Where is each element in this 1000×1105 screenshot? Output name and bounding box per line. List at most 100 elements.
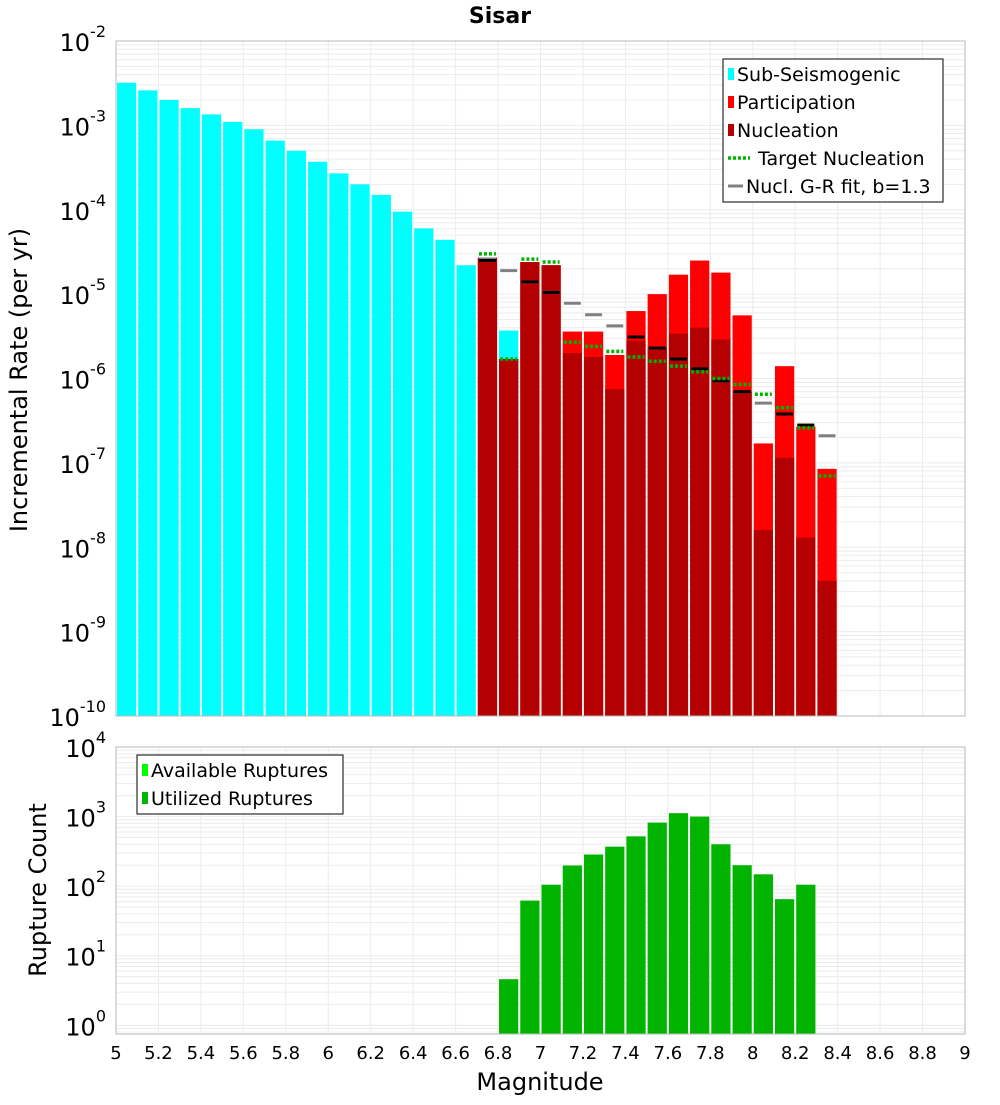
x-tick-label: 6.4 — [399, 1043, 428, 1064]
sub-seismogenic-bar — [159, 99, 179, 717]
top-legend-label: Nucl. G-R fit, b=1.3 — [746, 176, 931, 198]
sub-seismogenic-bar — [350, 184, 370, 717]
top-y-tick-labels: 10-10 10-9 10-8 10-7 10-6 10-5 10-4 10-3 10-2 — [49, 22, 106, 732]
bottom-legend-swatch — [142, 792, 148, 804]
x-tick-label: 5.6 — [229, 1043, 258, 1064]
utilized-ruptures-bar — [668, 813, 689, 1034]
top-legend-label: Sub-Seismogenic — [737, 64, 901, 86]
bottom-y-tick-label: 103 — [65, 798, 106, 833]
x-tick-label: 5.4 — [187, 1043, 216, 1064]
top-y-tick-label: 10-4 — [60, 191, 107, 226]
nucleation-bar — [647, 347, 667, 716]
top-legend-swatch — [728, 96, 734, 108]
x-tick-label: 7 — [535, 1043, 546, 1064]
utilized-ruptures-bar — [690, 816, 710, 1034]
x-tick-label: 9 — [959, 1043, 970, 1064]
nucleation-bar — [796, 537, 816, 716]
sub-seismogenic-bar — [308, 161, 328, 716]
x-tick-label: 8 — [747, 1043, 758, 1064]
top-y-tick-label: 10-9 — [60, 613, 107, 648]
utilized-ruptures-bar — [499, 979, 519, 1034]
chart-title: Sisar — [469, 4, 531, 29]
utilized-ruptures-bar — [541, 884, 561, 1034]
bottom-legend-label: Available Ruptures — [151, 760, 328, 782]
x-tick-label: 7.2 — [569, 1043, 598, 1064]
utilized-ruptures-bar — [605, 846, 625, 1034]
top-plot-bars — [117, 82, 837, 717]
bottom-y-axis-label: Rupture Count — [24, 803, 52, 977]
x-tick-label: 6.6 — [441, 1043, 470, 1064]
sub-seismogenic-bar — [371, 194, 391, 716]
sub-seismogenic-bar — [392, 211, 413, 716]
x-tick-label: 8.4 — [823, 1043, 852, 1064]
sub-seismogenic-bar — [201, 114, 222, 716]
nucleation-bar — [668, 333, 689, 716]
sub-seismogenic-bar — [138, 90, 158, 716]
utilized-ruptures-bar — [562, 865, 582, 1034]
sub-seismogenic-bar — [265, 140, 285, 717]
bottom-y-tick-label: 104 — [65, 728, 106, 763]
utilized-ruptures-bar — [711, 844, 731, 1034]
x-tick-label: 6.8 — [484, 1043, 513, 1064]
utilized-ruptures-bar — [732, 865, 752, 1034]
top-legend-label: Nucleation — [737, 120, 839, 142]
x-tick-label: 7.6 — [654, 1043, 683, 1064]
top-legend-swatch — [728, 68, 734, 80]
top-y-tick-label: 10-2 — [60, 22, 107, 57]
x-tick-label: 8.6 — [866, 1043, 895, 1064]
x-tick-label: 8.2 — [781, 1043, 810, 1064]
x-tick-label: 6 — [323, 1043, 334, 1064]
top-legend-label: Participation — [737, 92, 856, 114]
nucleation-bar — [520, 262, 540, 716]
x-tick-labels: 5 5.2 5.4 5.6 5.8 6 6.2 6.4 6.6 6.8 7 7.2 7.4 7.6 7.8 8… — [110, 1043, 970, 1064]
x-tick-label: 5.8 — [271, 1043, 300, 1064]
nucleation-bar — [605, 389, 625, 716]
nucleation-bar — [711, 339, 731, 716]
utilized-ruptures-bar — [583, 854, 604, 1034]
x-tick-label: 6.2 — [356, 1043, 385, 1064]
top-y-tick-label: 10-8 — [60, 528, 107, 563]
bottom-y-tick-label: 102 — [65, 867, 106, 902]
bottom-legend: Available Ruptures Utilized Ruptures — [136, 754, 344, 815]
nucleation-bar — [626, 340, 646, 716]
top-y-tick-label: 10-10 — [49, 697, 106, 732]
bottom-plot-gridlines — [115, 747, 966, 1034]
nucleation-bar — [541, 265, 561, 716]
sub-seismogenic-bar — [286, 150, 307, 716]
nucleation-bar — [732, 391, 752, 716]
nucleation-bar — [477, 257, 498, 716]
utilized-ruptures-bar — [774, 899, 795, 1034]
nucleation-bar — [774, 457, 795, 716]
top-y-axis-label: Incremental Rate (per yr) — [5, 228, 33, 532]
x-tick-label: 7.4 — [611, 1043, 640, 1064]
top-legend: Sub-Seismogenic Participation Nucleation Ta… — [722, 58, 944, 203]
top-y-tick-label: 10-7 — [60, 444, 107, 479]
x-tick-label: 7.8 — [696, 1043, 725, 1064]
top-y-tick-label: 10-6 — [60, 360, 107, 395]
sub-seismogenic-bar — [456, 265, 476, 716]
nucleation-bar — [817, 580, 837, 716]
utilized-ruptures-bar — [796, 884, 816, 1034]
nucleation-bar — [753, 530, 773, 716]
sub-seismogenic-bar — [329, 173, 349, 716]
top-plot-line-marks — [478, 252, 836, 478]
utilized-ruptures-bar — [520, 900, 540, 1034]
utilized-ruptures-bar — [753, 874, 773, 1034]
bottom-plot-bars — [499, 813, 816, 1034]
nucleation-bar — [690, 327, 710, 716]
bottom-y-tick-label: 100 — [65, 1006, 106, 1041]
top-legend-box — [722, 58, 944, 203]
bottom-legend-box — [136, 754, 344, 815]
utilized-ruptures-bar — [647, 822, 667, 1034]
x-tick-label: 8.8 — [908, 1043, 937, 1064]
nucleation-bar — [499, 359, 519, 716]
sub-seismogenic-bar — [435, 239, 455, 716]
sub-seismogenic-bar — [180, 108, 200, 717]
sub-seismogenic-bar — [414, 228, 434, 716]
bottom-legend-swatch — [142, 764, 148, 776]
x-axis-label: Magnitude — [476, 1068, 603, 1096]
bottom-y-tick-label: 101 — [65, 937, 106, 972]
x-tick-label: 5 — [110, 1043, 121, 1064]
nucleation-bar — [562, 353, 582, 716]
